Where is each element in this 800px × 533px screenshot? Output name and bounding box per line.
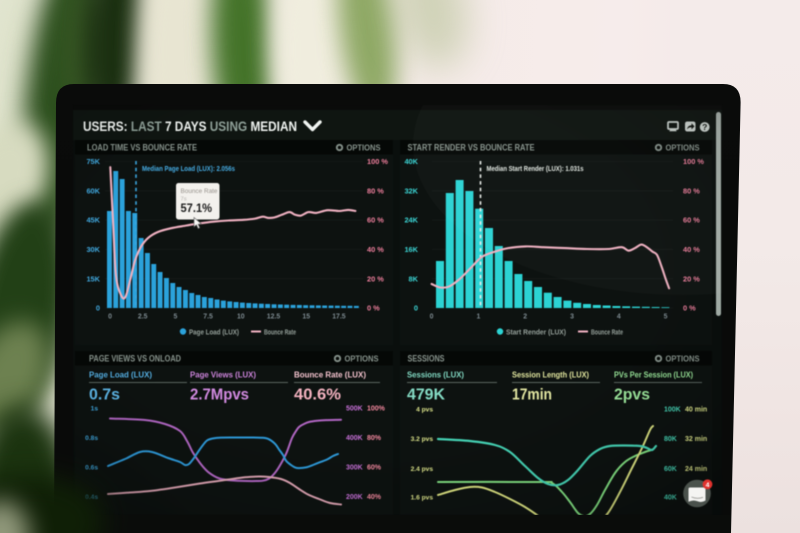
svg-text:4: 4 [706, 482, 710, 489]
